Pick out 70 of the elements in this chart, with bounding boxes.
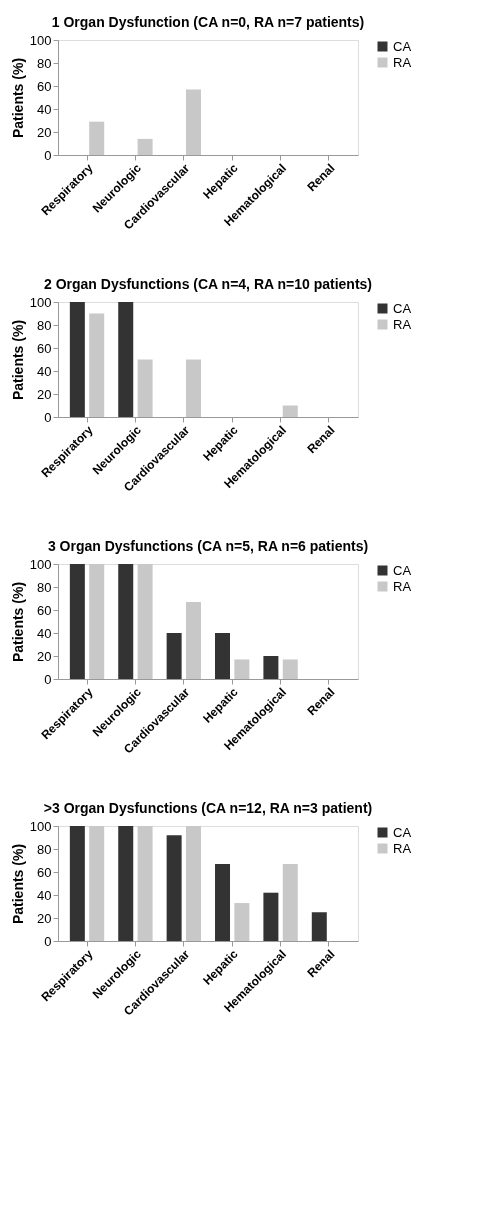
y-tick-label: 0 bbox=[44, 147, 52, 163]
bar bbox=[118, 302, 134, 417]
bar bbox=[89, 121, 105, 155]
y-tick-label: 80 bbox=[37, 579, 52, 595]
bar bbox=[185, 601, 201, 679]
bar bbox=[185, 359, 201, 417]
bar bbox=[89, 564, 105, 679]
legend-label: CA bbox=[393, 824, 412, 840]
y-tick-label: 40 bbox=[37, 363, 52, 379]
y-tick-label: 20 bbox=[37, 124, 52, 140]
bar bbox=[311, 912, 327, 941]
bar bbox=[234, 659, 250, 679]
bar bbox=[69, 826, 85, 941]
legend-label: RA bbox=[393, 54, 412, 70]
legend-label: CA bbox=[393, 38, 412, 54]
y-tick-label: 60 bbox=[37, 78, 52, 94]
bar bbox=[234, 903, 250, 941]
y-tick-label: 80 bbox=[37, 55, 52, 71]
chart-title: >3 Organ Dysfunctions (CA n=12, RA n=3 patient) bbox=[43, 800, 373, 816]
bar bbox=[137, 564, 153, 679]
y-tick-label: 60 bbox=[37, 340, 52, 356]
y-axis-title: Patients (%) bbox=[9, 581, 26, 663]
y-tick-label: 20 bbox=[37, 648, 52, 664]
y-tick-label: 0 bbox=[44, 933, 52, 949]
y-tick-label: 80 bbox=[37, 841, 52, 857]
legend-label: RA bbox=[393, 316, 412, 332]
y-tick-label: 100 bbox=[29, 32, 52, 48]
bar bbox=[137, 826, 153, 941]
chart-title: 3 Organ Dysfunctions (CA n=5, RA n=6 patients) bbox=[47, 538, 369, 554]
bar bbox=[137, 359, 153, 417]
y-axis-title: Patients (%) bbox=[9, 319, 26, 401]
bar bbox=[263, 892, 279, 941]
bar bbox=[185, 89, 201, 155]
bar bbox=[282, 863, 298, 941]
y-axis-title: Patients (%) bbox=[9, 843, 26, 925]
bar bbox=[166, 633, 182, 679]
y-tick-label: 100 bbox=[29, 294, 52, 310]
bar bbox=[166, 835, 182, 941]
bar bbox=[185, 826, 201, 941]
legend-label: CA bbox=[393, 562, 412, 578]
y-tick-label: 40 bbox=[37, 625, 52, 641]
bar bbox=[282, 659, 298, 679]
y-tick-label: 40 bbox=[37, 887, 52, 903]
y-tick-label: 40 bbox=[37, 101, 52, 117]
bar bbox=[215, 633, 231, 679]
chart-title: 2 Organ Dysfunctions (CA n=4, RA n=10 patients) bbox=[43, 276, 373, 292]
y-axis-title: Patients (%) bbox=[9, 57, 26, 139]
legend-label: CA bbox=[393, 300, 412, 316]
bar bbox=[118, 564, 134, 679]
bar bbox=[215, 863, 231, 941]
bar bbox=[89, 826, 105, 941]
chart-title: 1 Organ Dysfunction (CA n=0, RA n=7 patients) bbox=[51, 14, 365, 30]
y-tick-label: 0 bbox=[44, 409, 52, 425]
legend-label: RA bbox=[393, 840, 412, 856]
y-tick-label: 80 bbox=[37, 317, 52, 333]
bar bbox=[118, 826, 134, 941]
bar bbox=[263, 656, 279, 679]
bar bbox=[89, 313, 105, 417]
y-tick-label: 60 bbox=[37, 602, 52, 618]
y-tick-label: 20 bbox=[37, 910, 52, 926]
y-tick-label: 100 bbox=[29, 556, 52, 572]
bar bbox=[282, 405, 298, 417]
y-tick-label: 0 bbox=[44, 671, 52, 687]
legend-label: RA bbox=[393, 578, 412, 594]
y-tick-label: 60 bbox=[37, 864, 52, 880]
bar bbox=[69, 564, 85, 679]
bar bbox=[69, 302, 85, 417]
y-tick-label: 100 bbox=[29, 818, 52, 834]
bar bbox=[137, 138, 153, 155]
y-tick-label: 20 bbox=[37, 386, 52, 402]
